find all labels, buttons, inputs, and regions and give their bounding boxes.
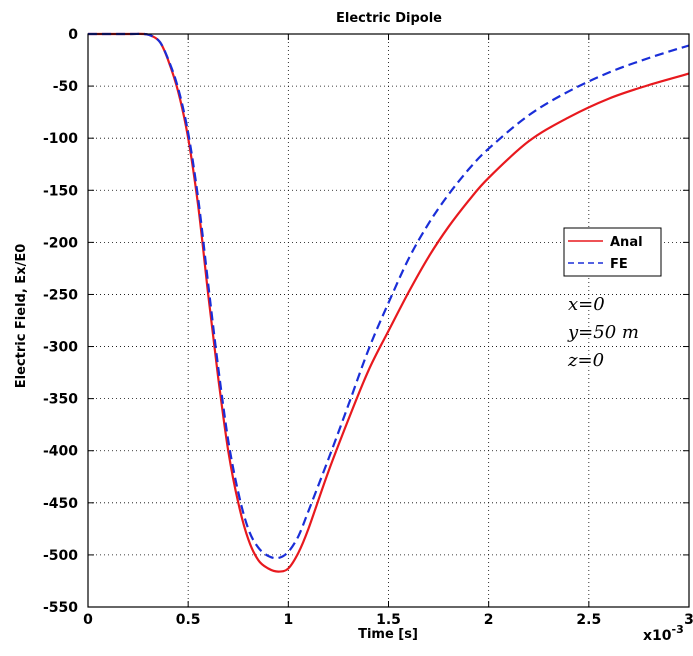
y-tick-label: -200 xyxy=(43,235,78,251)
y-tick-label: -500 xyxy=(43,548,78,564)
y-tick-label: -150 xyxy=(43,183,78,199)
chart-title: Electric Dipole xyxy=(336,11,442,26)
legend-label-fe: FE xyxy=(610,257,628,272)
y-tick-label: -50 xyxy=(53,79,79,95)
legend-box xyxy=(563,227,662,277)
x-tick-label: 1.5 xyxy=(376,612,401,628)
x-tick-label: 2 xyxy=(484,612,494,628)
y-tick-label: -100 xyxy=(43,131,78,147)
y-tick-label: -300 xyxy=(43,340,78,356)
legend: Anal FE xyxy=(563,227,662,277)
y-tick-label: -350 xyxy=(43,392,78,408)
y-tick-label: -250 xyxy=(43,287,78,303)
axis-ticks: 0 0.5 1 1.5 2 2.5 3 0 -50 -100 -150 -200 -250 -300 -35… xyxy=(43,27,693,628)
series-lines xyxy=(88,32,690,573)
x-tick-label: 0 xyxy=(83,612,93,628)
annotation-x: x=0 xyxy=(568,294,605,315)
x-axis-multiplier: x10-3 xyxy=(643,623,684,644)
x-tick-label: 0.5 xyxy=(176,612,201,628)
y-tick-label: -550 xyxy=(43,600,78,616)
y-tick-label: -450 xyxy=(43,496,78,512)
y-axis-label: Electric Field, Ex/E0 xyxy=(14,244,29,389)
series-line-fe xyxy=(88,32,690,560)
grid-lines xyxy=(88,34,689,607)
annotation-z: z=0 xyxy=(567,350,604,371)
x-tick-label: 3 xyxy=(684,612,693,628)
annotation-y: y=50 m xyxy=(567,322,639,343)
y-tick-label: -400 xyxy=(43,444,78,460)
legend-label-anal: Anal xyxy=(610,235,643,250)
x-tick-label: 1 xyxy=(283,612,293,628)
plot-frame xyxy=(87,33,690,608)
y-tick-label: 0 xyxy=(68,27,78,43)
x-tick-label: 2.5 xyxy=(576,612,601,628)
x-axis-label: Time [s] xyxy=(358,627,418,642)
